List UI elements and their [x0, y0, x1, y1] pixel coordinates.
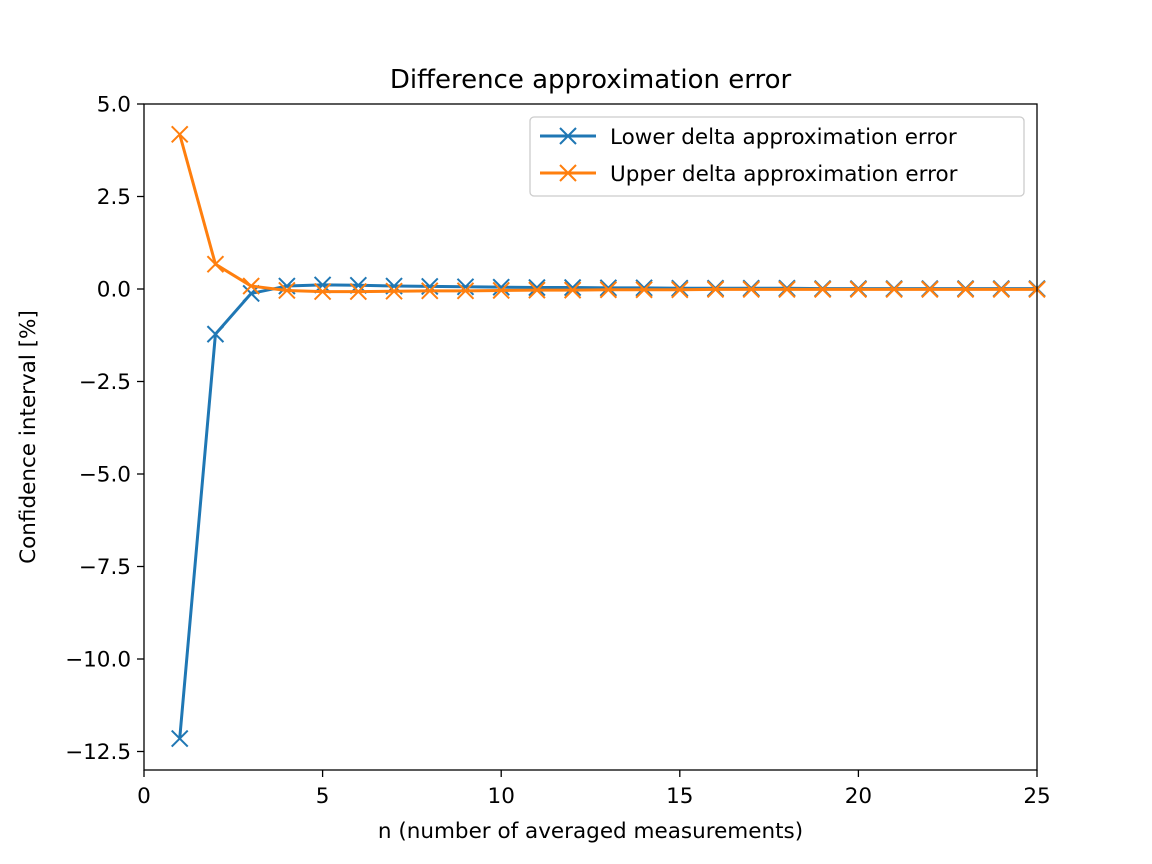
data-point — [599, 279, 618, 297]
data-point — [171, 729, 189, 748]
data-point — [742, 280, 760, 299]
data-point — [671, 281, 689, 299]
data-point — [313, 282, 332, 301]
y-tick-label: −12.5 — [65, 740, 131, 765]
legend-marker-upper — [559, 164, 577, 182]
data-point — [563, 281, 582, 299]
data-point — [778, 280, 796, 299]
data-point — [992, 280, 1010, 299]
y-tick-label: −5.0 — [79, 463, 131, 488]
data-point — [421, 282, 439, 300]
y-tick-label: −7.5 — [79, 555, 131, 580]
data-point — [885, 280, 903, 299]
series-layer — [171, 125, 1046, 748]
data-point — [171, 125, 189, 144]
x-tick-label: 25 — [1023, 784, 1050, 809]
legend-marker-lower — [559, 127, 577, 145]
x-tick-label: 5 — [316, 784, 330, 809]
plot-frame — [143, 103, 1038, 771]
y-tick-label: 0.0 — [97, 278, 131, 303]
y-tick-label: 5.0 — [97, 93, 131, 118]
y-tick-label: −2.5 — [79, 370, 131, 395]
chart-title: Difference approximation error — [390, 65, 792, 95]
data-point — [206, 325, 225, 343]
data-point — [528, 281, 546, 299]
legend: Lower delta approximation error Upper de… — [529, 116, 1025, 197]
x-tick-label: 10 — [488, 784, 515, 809]
data-point — [492, 281, 510, 300]
legend-label-upper: Upper delta approximation error — [610, 162, 958, 187]
data-point — [528, 278, 546, 297]
data-point — [956, 280, 975, 299]
y-tick-label: −10.0 — [65, 648, 131, 673]
y-tick-label: 2.5 — [97, 185, 131, 210]
x-tick-label: 15 — [666, 784, 693, 809]
data-point — [206, 255, 225, 273]
data-point — [599, 281, 618, 299]
x-tick-label: 20 — [845, 784, 872, 809]
data-point — [849, 280, 868, 299]
data-point — [563, 278, 582, 297]
legend-box — [529, 116, 1025, 197]
x-axis-label: n (number of averaged measurements) — [378, 819, 803, 844]
data-point — [278, 281, 296, 300]
x-tick-label: 0 — [137, 784, 151, 809]
data-point — [385, 282, 403, 300]
y-axis-label: Confidence interval [%] — [16, 310, 41, 564]
x-ticks: 0 5 10 15 20 25 — [137, 770, 1051, 809]
data-point — [349, 282, 368, 301]
data-point — [242, 277, 260, 295]
data-point — [813, 280, 832, 299]
data-point — [456, 282, 475, 300]
data-point — [921, 280, 939, 299]
data-point — [635, 281, 653, 299]
data-point — [706, 280, 725, 299]
legend-label-lower: Lower delta approximation error — [610, 125, 957, 150]
data-point — [635, 279, 653, 297]
data-point — [492, 278, 510, 296]
y-ticks: 5.0 2.5 0.0 −2.5 −5.0 −7.5 −10.0 −12.5 — [65, 93, 144, 765]
